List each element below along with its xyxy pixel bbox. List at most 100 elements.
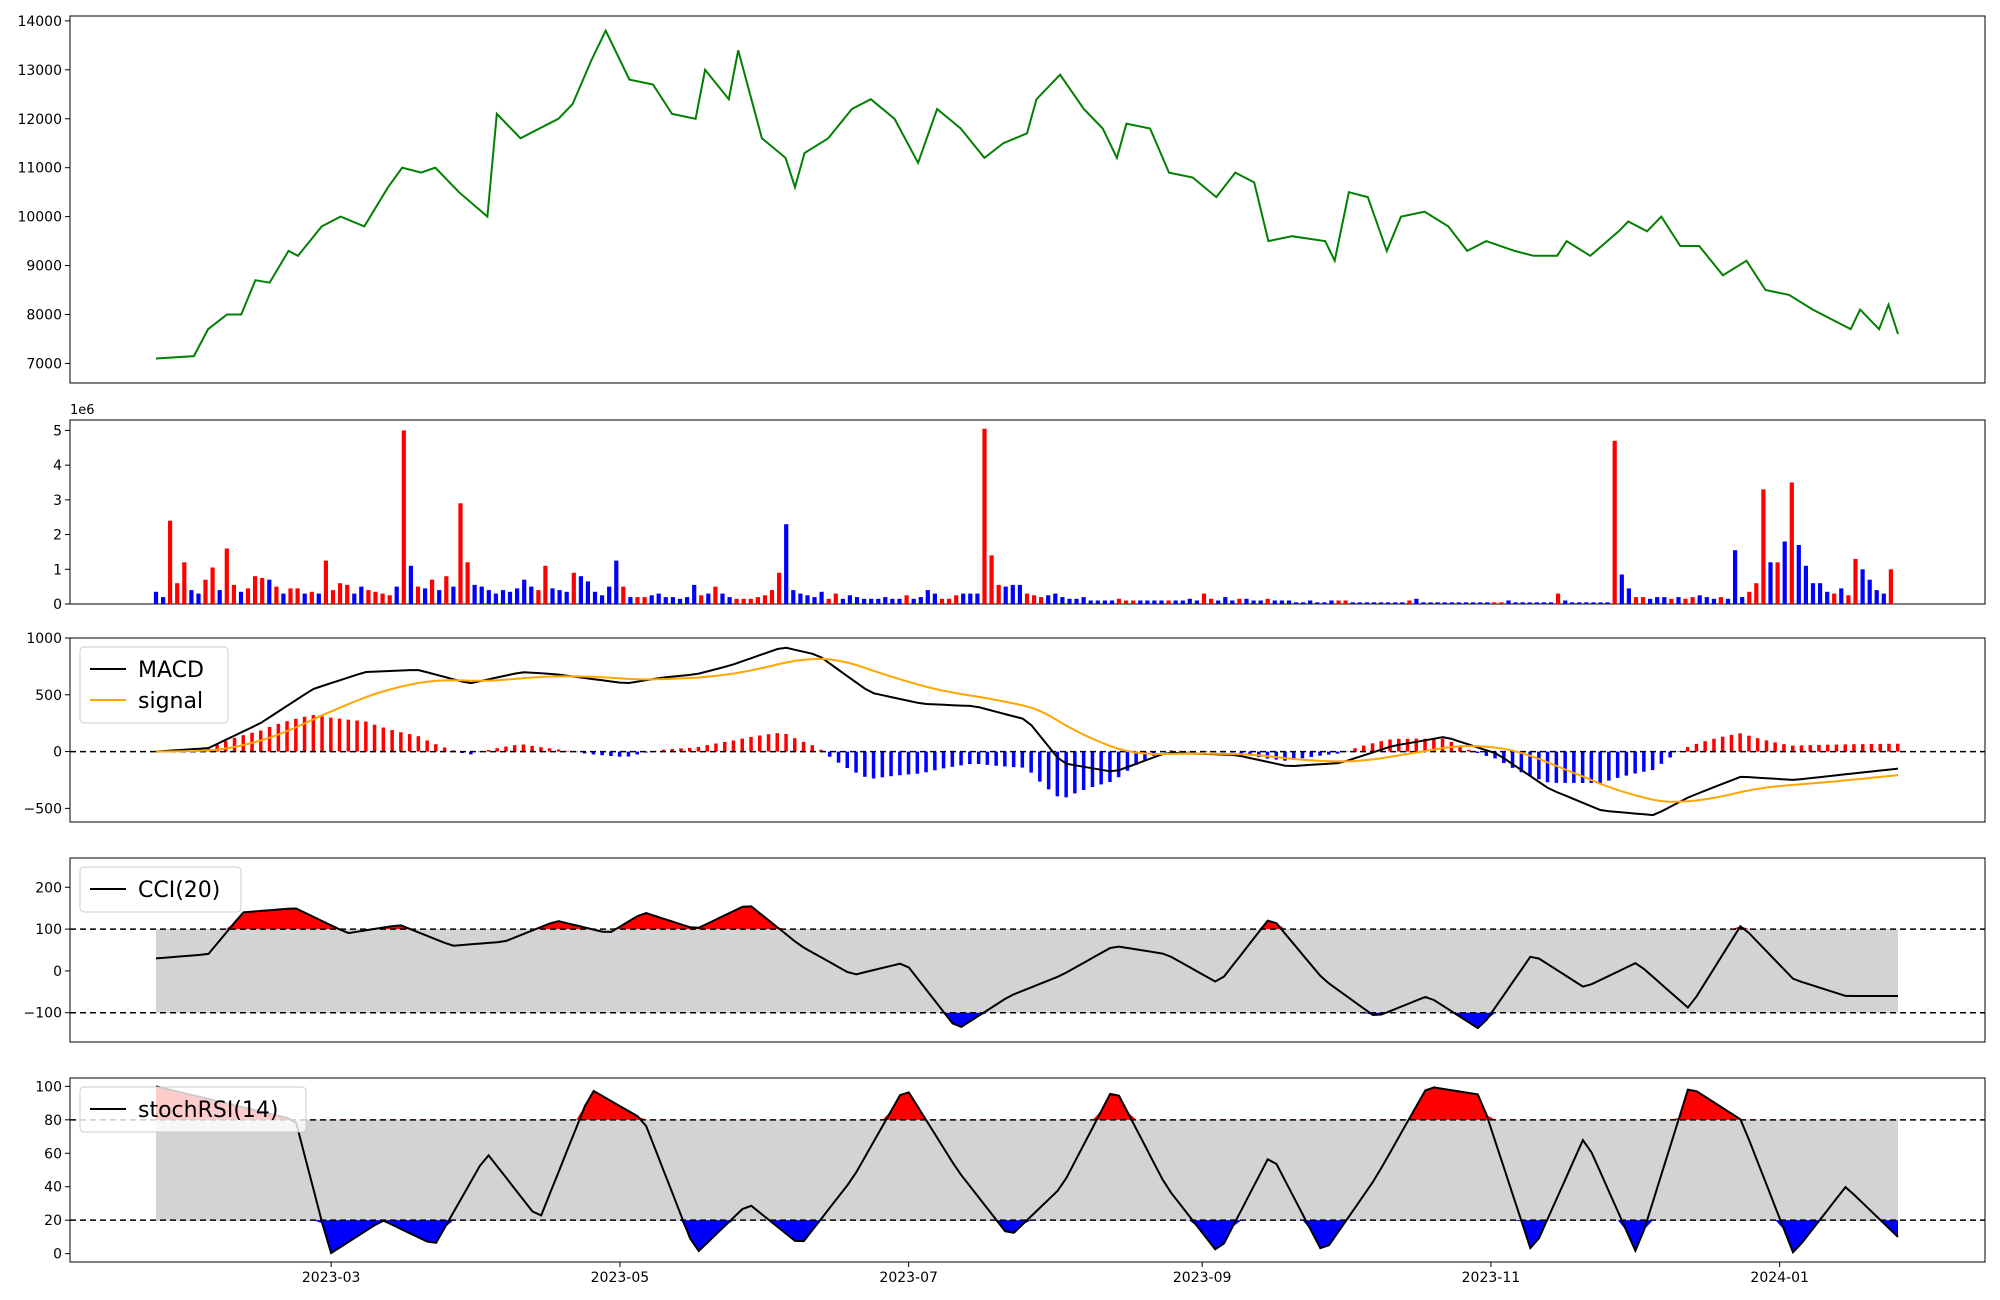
- macd-histogram-bar: [495, 748, 499, 752]
- volume-bar: [1471, 602, 1476, 604]
- volume-bar: [1109, 600, 1115, 604]
- volume-bar: [472, 584, 477, 604]
- macd-histogram-bar: [1475, 751, 1480, 753]
- macd-histogram-bar: [609, 751, 613, 756]
- volume-bar: [975, 593, 980, 604]
- volume-bar: [1350, 602, 1355, 604]
- volume-bar: [1081, 597, 1086, 604]
- y-tick-label: 80: [44, 1113, 62, 1129]
- volume-bar: [727, 597, 732, 604]
- macd-histogram-bar: [1125, 751, 1130, 771]
- volume-bar: [1598, 602, 1603, 604]
- macd-histogram-bar: [285, 721, 289, 752]
- macd-histogram-bar: [1764, 740, 1769, 752]
- volume-bar: [1789, 482, 1794, 604]
- macd-histogram-bar: [565, 750, 569, 752]
- price-panel: 7000 8000 9000 10000 11000 12000 13000 14000: [17, 14, 1986, 384]
- macd-histogram-bar: [1064, 751, 1068, 798]
- volume-bar: [1286, 600, 1292, 604]
- volume-bar: [1378, 602, 1384, 604]
- macd-histogram-bar: [766, 734, 771, 752]
- volume-bar: [1655, 597, 1660, 604]
- macd-histogram-bar: [626, 751, 631, 757]
- volume-bar: [1032, 595, 1037, 604]
- volume-bar: [1364, 602, 1369, 604]
- macd-histogram-bar: [1537, 751, 1541, 780]
- macd-histogram-bar: [1335, 751, 1340, 754]
- volume-bar: [741, 598, 746, 604]
- volume-bar: [1308, 600, 1313, 604]
- macd-histogram-bar: [364, 721, 368, 752]
- volume-bar: [748, 598, 753, 604]
- macd-histogram-bar: [1712, 738, 1716, 752]
- volume-bar: [819, 591, 824, 604]
- y-tick-label: 20: [44, 1213, 62, 1229]
- macd-histogram-bar: [512, 745, 517, 752]
- x-tick-label: 2023-03: [302, 1270, 361, 1286]
- macd-histogram-bar: [1353, 748, 1357, 752]
- volume-bar: [522, 579, 527, 604]
- macd-histogram-bar: [469, 751, 473, 755]
- macd-histogram-bar: [696, 747, 701, 752]
- macd-histogram-bar: [1738, 733, 1742, 752]
- macd-histogram-bar: [1081, 751, 1086, 790]
- volume-bar: [1541, 602, 1546, 604]
- macd-histogram-bar: [1344, 751, 1348, 752]
- volume-bar: [1548, 602, 1554, 604]
- volume-offset-label: 1e6: [70, 403, 95, 418]
- volume-bar: [253, 576, 258, 604]
- macd-histogram-bar: [714, 743, 718, 752]
- volume-bar: [1216, 600, 1221, 604]
- volume-bar: [628, 597, 633, 604]
- macd-histogram-bar: [679, 748, 683, 752]
- macd-histogram-bar: [320, 716, 324, 752]
- macd-histogram-bar: [1257, 751, 1261, 758]
- volume-bar: [876, 598, 881, 604]
- volume-bar: [316, 593, 321, 604]
- axes-frame: [69, 15, 1986, 384]
- volume-bar: [847, 595, 852, 604]
- volume-bar: [1846, 595, 1851, 604]
- volume-bar: [1223, 597, 1228, 604]
- macd-histogram-bar: [1073, 751, 1077, 794]
- volume-bar: [1138, 600, 1143, 604]
- y-tick-label: 9000: [26, 259, 62, 275]
- volume-bar: [791, 590, 796, 604]
- volume-bar: [175, 583, 180, 604]
- macd-histogram-bar: [1414, 738, 1418, 752]
- legend-label: stochRSI(14): [138, 1098, 279, 1123]
- volume-bar: [493, 593, 498, 604]
- macd-histogram-bar: [241, 735, 245, 752]
- macd-histogram-bar: [1362, 745, 1366, 752]
- volume-bar: [592, 591, 598, 604]
- neutral-band: [156, 1119, 1898, 1221]
- volume-bar: [359, 586, 364, 604]
- macd-histogram-bar: [1440, 738, 1445, 752]
- volume-bar: [1010, 584, 1015, 604]
- volume-bar: [649, 595, 654, 604]
- y-tick-label: 14000: [17, 14, 62, 30]
- macd-histogram-bar: [1878, 743, 1882, 752]
- volume-bar: [1371, 602, 1377, 604]
- macd-histogram-bar: [898, 751, 902, 776]
- volume-bar: [784, 524, 789, 604]
- y-tick-label: 60: [44, 1146, 62, 1162]
- macd-histogram-bar: [863, 751, 867, 777]
- macd-histogram-bar: [1729, 734, 1734, 752]
- volume-bar: [1725, 598, 1731, 604]
- volume-bar: [1513, 602, 1518, 604]
- volume-bar: [1534, 602, 1539, 604]
- macd-histogram-bar: [416, 736, 421, 752]
- y-tick-label: 100: [35, 922, 62, 938]
- y-tick-label: 0: [53, 745, 62, 761]
- volume-bar: [1718, 597, 1723, 604]
- volume-bar: [267, 579, 272, 604]
- volume-bar: [1527, 602, 1532, 604]
- volume-bar: [564, 591, 569, 604]
- macd-histogram-bar: [1108, 751, 1112, 782]
- volume-bar: [585, 581, 590, 604]
- volume-bar: [777, 572, 782, 604]
- macd-histogram-bar: [793, 738, 797, 752]
- volume-bar: [862, 598, 867, 604]
- macd-histogram-bar: [1598, 751, 1602, 784]
